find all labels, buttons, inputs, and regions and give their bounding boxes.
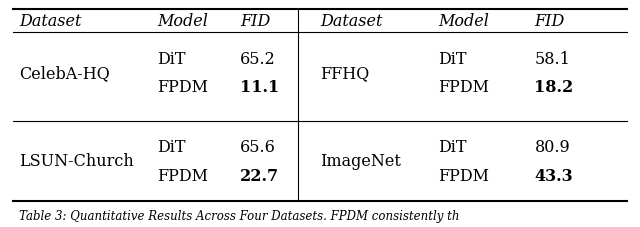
Text: DiT: DiT	[157, 138, 186, 155]
Text: DiT: DiT	[438, 51, 467, 67]
Text: 11.1: 11.1	[240, 79, 279, 96]
Text: FPDM: FPDM	[438, 168, 490, 184]
Text: 65.2: 65.2	[240, 51, 276, 67]
Text: LSUN-Church: LSUN-Church	[19, 153, 134, 170]
Text: FID: FID	[534, 13, 564, 30]
Text: 43.3: 43.3	[534, 168, 573, 184]
Text: FPDM: FPDM	[157, 168, 208, 184]
Text: 80.9: 80.9	[534, 138, 570, 155]
Text: Model: Model	[438, 13, 489, 30]
Text: FFHQ: FFHQ	[320, 65, 369, 82]
Text: FPDM: FPDM	[438, 79, 490, 96]
Text: Dataset: Dataset	[19, 13, 81, 30]
Text: DiT: DiT	[157, 51, 186, 67]
Text: 58.1: 58.1	[534, 51, 570, 67]
Text: FID: FID	[240, 13, 270, 30]
Text: DiT: DiT	[438, 138, 467, 155]
Text: Table 3: Quantitative Results Across Four Datasets. FPDM consistently th: Table 3: Quantitative Results Across Fou…	[19, 209, 460, 222]
Text: 18.2: 18.2	[534, 79, 573, 96]
Text: 22.7: 22.7	[240, 168, 279, 184]
Text: ImageNet: ImageNet	[320, 153, 401, 170]
Text: FPDM: FPDM	[157, 79, 208, 96]
Text: CelebA-HQ: CelebA-HQ	[19, 65, 110, 82]
Text: 65.6: 65.6	[240, 138, 276, 155]
Text: Model: Model	[157, 13, 207, 30]
Text: Dataset: Dataset	[320, 13, 382, 30]
